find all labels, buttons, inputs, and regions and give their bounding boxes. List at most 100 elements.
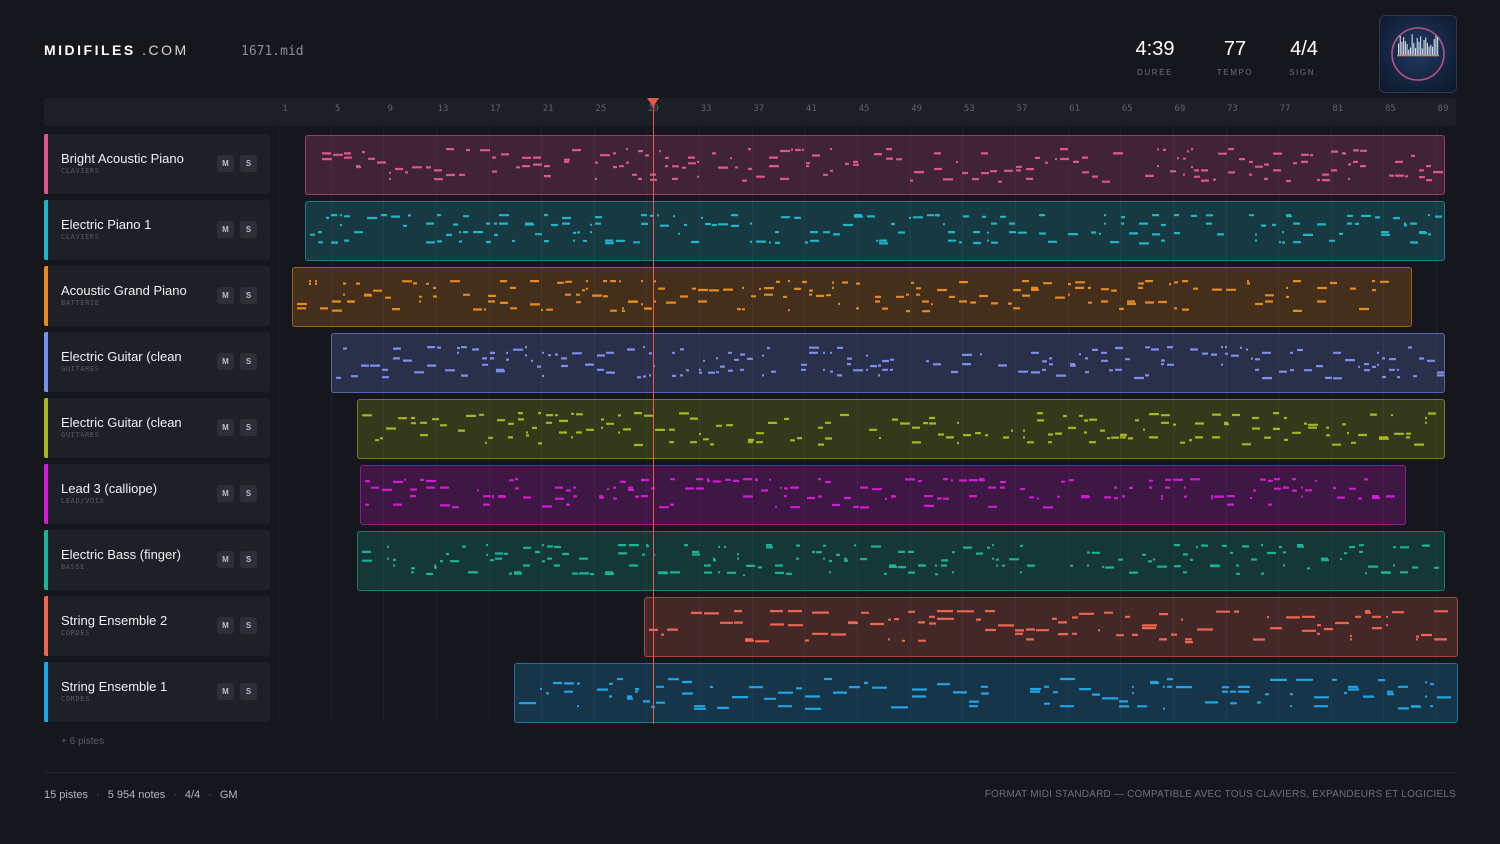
track-notes <box>518 677 1451 710</box>
ruler-tick: 37 <box>753 104 765 114</box>
grid-line <box>383 126 385 722</box>
waveform-icon <box>1391 27 1445 81</box>
solo-button[interactable]: S <box>240 221 257 238</box>
ruler-tick: 85 <box>1385 104 1396 114</box>
brand-domain: .COM <box>142 42 189 58</box>
ruler-tick: 69 <box>1174 104 1186 114</box>
track-clip[interactable] <box>304 135 1446 195</box>
ruler-tick: 81 <box>1332 104 1344 114</box>
track-clip[interactable] <box>291 267 1413 327</box>
track-category: CLAVIERS <box>61 233 100 241</box>
track-name: String Ensemble 2 <box>61 613 168 628</box>
track-color-bar <box>44 530 48 590</box>
track-header[interactable]: Electric Guitar (clean GUITARES M S <box>44 332 270 392</box>
footer-divider <box>44 772 1456 773</box>
track-category: CORDES <box>61 629 90 637</box>
ruler-tick: 17 <box>490 104 501 114</box>
track-clip[interactable] <box>304 201 1446 261</box>
playhead[interactable] <box>653 104 655 724</box>
track-notes <box>309 214 1442 245</box>
mute-button[interactable]: M <box>217 155 234 172</box>
track-color-bar <box>44 266 48 326</box>
grid-line <box>699 126 701 722</box>
track-category: LEAD/VOIX <box>61 497 105 505</box>
timeline-ruler[interactable]: 1591317212529333741454953576165697377818… <box>44 98 1456 126</box>
track-category: BATTERIE <box>61 299 100 307</box>
solo-button[interactable]: S <box>240 155 257 172</box>
track-header[interactable]: Electric Guitar (clean GUITARES M S <box>44 398 270 458</box>
solo-button[interactable]: S <box>240 485 257 502</box>
mute-button[interactable]: M <box>217 287 234 304</box>
track-name: String Ensemble 1 <box>61 679 168 694</box>
track-clip[interactable] <box>357 531 1446 591</box>
track-header[interactable]: String Ensemble 1 CORDES M S <box>44 662 270 722</box>
track-header[interactable]: Acoustic Grand Piano BATTERIE M S <box>44 266 270 326</box>
ruler-tick: 33 <box>700 104 712 114</box>
mute-button[interactable]: M <box>217 617 234 634</box>
track-notes <box>649 610 1449 644</box>
grid-line <box>962 126 964 722</box>
ruler-tick: 61 <box>1069 104 1081 114</box>
ruler-tick: 53 <box>963 104 975 114</box>
ruler-tick: 89 <box>1437 104 1449 114</box>
track-category: GUITARES <box>61 365 100 373</box>
track-header[interactable]: Lead 3 (calliope) LEAD/VOIX M S <box>44 464 270 524</box>
solo-button[interactable]: S <box>240 683 257 700</box>
track-notes <box>296 280 1389 313</box>
mute-button[interactable]: M <box>217 419 234 436</box>
footer-note-count: 5 954 notes <box>107 789 166 801</box>
playhead-handle[interactable] <box>647 98 660 107</box>
ruler-tick: 9 <box>387 104 393 114</box>
track-color-bar <box>44 596 48 656</box>
grid-line <box>1014 126 1016 722</box>
track-clip[interactable] <box>644 597 1458 657</box>
solo-button[interactable]: S <box>240 419 257 436</box>
track-header[interactable]: String Ensemble 2 CORDES M S <box>44 596 270 656</box>
track-name: Acoustic Grand Piano <box>61 283 187 298</box>
track-color-bar <box>44 398 48 458</box>
track-notes <box>336 346 1445 380</box>
track-name: Electric Piano 1 <box>61 217 152 232</box>
cover-art[interactable] <box>1379 15 1457 93</box>
track-header[interactable]: Electric Piano 1 CLAVIERS M S <box>44 200 270 260</box>
more-tracks-link[interactable]: + 6 pistes <box>61 736 105 747</box>
brand-logo[interactable]: MIDIFILES .COM <box>44 42 189 58</box>
mute-button[interactable]: M <box>217 683 234 700</box>
grid-line <box>1067 126 1069 722</box>
mute-button[interactable]: M <box>217 485 234 502</box>
ruler-tick: 77 <box>1279 104 1291 114</box>
grid-line <box>1436 126 1438 722</box>
track-notes <box>321 148 1443 183</box>
solo-button[interactable]: S <box>240 287 257 304</box>
track-clip[interactable] <box>513 663 1458 723</box>
mute-button[interactable]: M <box>217 551 234 568</box>
track-header[interactable]: Bright Acoustic Piano CLAVIERS M S <box>44 134 270 194</box>
solo-button[interactable]: S <box>240 353 257 370</box>
solo-button[interactable]: S <box>240 551 257 568</box>
mute-button[interactable]: M <box>217 353 234 370</box>
track-category: CORDES <box>61 695 90 703</box>
grid-line <box>804 126 806 722</box>
track-color-bar <box>44 134 48 194</box>
stat-duration-label: DURÉE <box>1136 68 1173 77</box>
ruler-tick: 1 <box>282 104 288 114</box>
stat-signature: 4/4 SIGN. <box>1280 38 1328 77</box>
grid-line <box>857 126 859 722</box>
track-clip[interactable] <box>357 399 1446 459</box>
grid-line <box>1383 126 1385 722</box>
track-clip[interactable] <box>331 333 1446 393</box>
solo-button[interactable]: S <box>240 617 257 634</box>
footer-signature: 4/4 <box>184 789 201 801</box>
track-clip[interactable] <box>360 465 1406 525</box>
grid-line <box>1278 126 1280 722</box>
footer-tagline: FORMAT MIDI STANDARD — COMPATIBLE AVEC T… <box>984 789 1456 800</box>
track-notes <box>362 412 1437 447</box>
stat-tempo-label: TEMPO <box>1216 68 1254 77</box>
mute-button[interactable]: M <box>217 221 234 238</box>
footer-summary: 15 pistes · 5 954 notes · 4/4 · GM <box>44 789 238 801</box>
grid-line <box>646 126 648 722</box>
track-name: Bright Acoustic Piano <box>61 151 184 166</box>
track-header[interactable]: Electric Bass (finger) BASSE M S <box>44 530 270 590</box>
track-name: Electric Guitar (clean <box>61 415 182 430</box>
grid-line <box>593 126 595 722</box>
